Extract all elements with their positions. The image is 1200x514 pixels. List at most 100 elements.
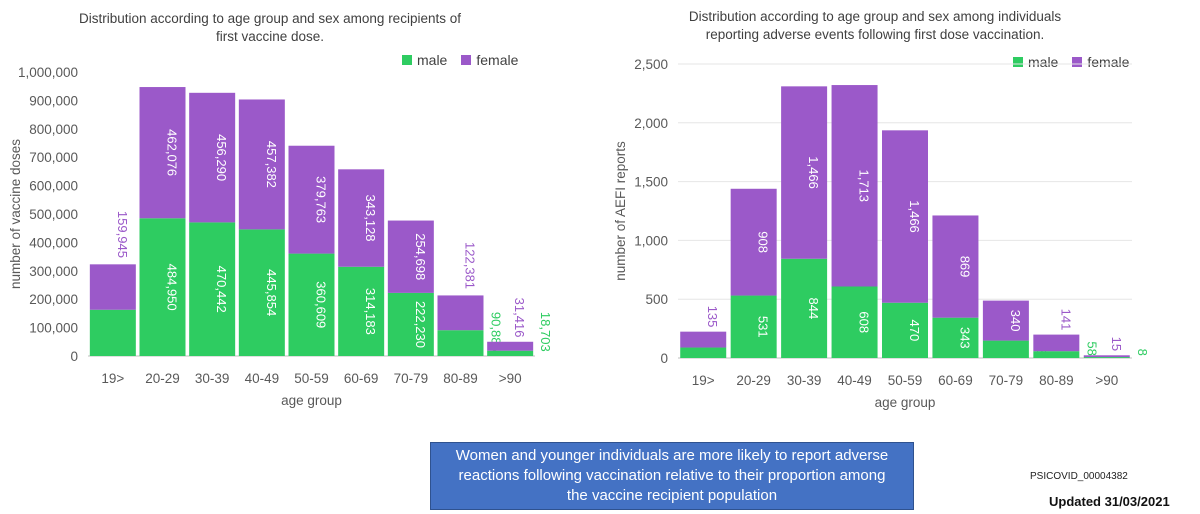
legend-female: female <box>461 52 518 68</box>
data-label-female: 457,382 <box>264 141 279 188</box>
data-label-female: 1,713 <box>857 170 872 203</box>
legend-male-swatch <box>1013 57 1023 67</box>
data-label-male: 608 <box>857 311 872 333</box>
bar-female <box>730 188 777 296</box>
bar-male <box>437 330 484 356</box>
chart-title: Distribution according to age group and … <box>688 9 1062 42</box>
bar-male <box>982 340 1029 358</box>
x-tick-label: 60-69 <box>344 371 379 386</box>
aefi-reports-plot: 05001,0001,5002,0002,50019>8913520-29531… <box>613 57 1150 410</box>
bar-male <box>238 229 285 356</box>
bar-male <box>831 286 878 358</box>
data-label-male: 222,230 <box>413 301 428 348</box>
bar-female <box>437 295 484 331</box>
bar-female <box>1083 355 1130 358</box>
data-label-male: 470 <box>907 320 922 342</box>
y-tick-label: 600,000 <box>29 179 78 194</box>
bar-female <box>288 145 335 254</box>
data-label-female: 908 <box>756 231 771 253</box>
x-tick-label: 40-49 <box>837 373 872 388</box>
data-label-male: 314,183 <box>363 288 378 335</box>
data-label-female: 15 <box>1109 337 1124 351</box>
bar-male <box>338 266 385 356</box>
data-label-female: 141 <box>1058 309 1073 331</box>
conclusion-note: Women and younger individuals are more l… <box>430 442 914 510</box>
chart-title: Distribution according to age group and … <box>79 11 461 44</box>
bar-male <box>89 309 136 356</box>
x-tick-label: >90 <box>499 371 522 386</box>
y-axis-title: number of AEFI reports <box>613 141 628 281</box>
data-label-male: 343 <box>957 327 972 349</box>
data-label-male: 531 <box>756 316 771 338</box>
x-tick-label: 50-59 <box>888 373 923 388</box>
bar-female <box>882 130 928 303</box>
y-axis-title: number of vaccine doses <box>8 139 23 289</box>
data-label-female: 1,466 <box>907 200 922 233</box>
data-label-female: 379,763 <box>314 176 329 223</box>
bar-female <box>982 300 1029 341</box>
x-axis-title: age group <box>875 395 936 410</box>
x-axis-title: age group <box>281 393 342 408</box>
data-label-male: 844 <box>806 298 821 320</box>
bar-male <box>680 347 727 358</box>
bar-female <box>831 85 878 287</box>
updated-date: Updated 31/03/2021 <box>1049 494 1170 509</box>
x-tick-label: 80-89 <box>1039 373 1074 388</box>
y-tick-label: 800,000 <box>29 122 78 137</box>
x-tick-label: 30-39 <box>787 373 822 388</box>
bar-male <box>387 292 434 356</box>
legend-female-swatch <box>461 55 472 65</box>
document-id: PSICOVID_00004382 <box>1030 471 1128 482</box>
y-tick-label: 500,000 <box>29 207 78 222</box>
vaccine-doses-chart: Distribution according to age group and … <box>0 0 600 420</box>
legend-male: male <box>1013 54 1058 70</box>
bar-male <box>882 302 928 358</box>
bar-male <box>288 253 335 356</box>
y-tick-label: 300,000 <box>29 264 78 279</box>
data-label-female: 122,381 <box>463 242 478 289</box>
vaccine-doses-plot: 0 100,000 200,000 300,000 400,000 500,000 600,… <box>8 65 553 408</box>
bar-male <box>781 258 828 358</box>
x-tick-label: 19> <box>101 371 124 386</box>
bar-female <box>238 99 285 230</box>
data-label-female: 254,698 <box>413 233 428 280</box>
y-tick-label: 1,500 <box>634 175 668 190</box>
bar-male <box>1083 357 1130 358</box>
y-tick-label: 0 <box>70 349 78 364</box>
data-label-male: 90,885 <box>489 312 504 352</box>
x-tick-label: 19> <box>692 373 715 388</box>
legend-male-swatch <box>402 55 412 65</box>
data-label-male: 360,609 <box>314 281 329 328</box>
aefi-reports-chart: Distribution according to age group and … <box>600 0 1200 420</box>
data-label-male: 18,703 <box>538 312 553 352</box>
y-tick-label: 900,000 <box>29 93 78 108</box>
x-tick-label: 80-89 <box>443 371 478 386</box>
legend-male-label: male <box>417 52 448 68</box>
bar-female <box>387 220 434 293</box>
data-label-male: 484,950 <box>165 264 180 311</box>
bar-female <box>487 341 534 351</box>
data-label-male: 470,442 <box>214 266 229 313</box>
x-tick-label: 20-29 <box>736 373 771 388</box>
legend-female-swatch <box>1072 57 1083 67</box>
x-tick-label: 70-79 <box>989 373 1024 388</box>
legend-female-label: female <box>1087 54 1130 70</box>
y-tick-label: 1,000,000 <box>18 65 78 80</box>
bar-female <box>680 331 727 348</box>
y-tick-label: 2,500 <box>634 57 668 72</box>
x-tick-label: 20-29 <box>145 371 180 386</box>
x-tick-label: 30-39 <box>195 371 230 386</box>
bar-male <box>932 317 979 358</box>
bar-male <box>189 222 236 356</box>
data-label-female: 135 <box>705 306 720 328</box>
data-label-female: 1,466 <box>806 156 821 189</box>
bar-female <box>1033 334 1080 352</box>
data-label-female: 31,416 <box>512 298 527 338</box>
legend-female: female <box>1072 54 1129 70</box>
y-tick-label: 100,000 <box>29 321 78 336</box>
bar-male <box>487 350 534 356</box>
y-tick-label: 400,000 <box>29 235 78 250</box>
y-tick-label: 200,000 <box>29 292 78 307</box>
data-label-female: 159,945 <box>115 211 130 258</box>
x-tick-label: 40-49 <box>245 371 280 386</box>
